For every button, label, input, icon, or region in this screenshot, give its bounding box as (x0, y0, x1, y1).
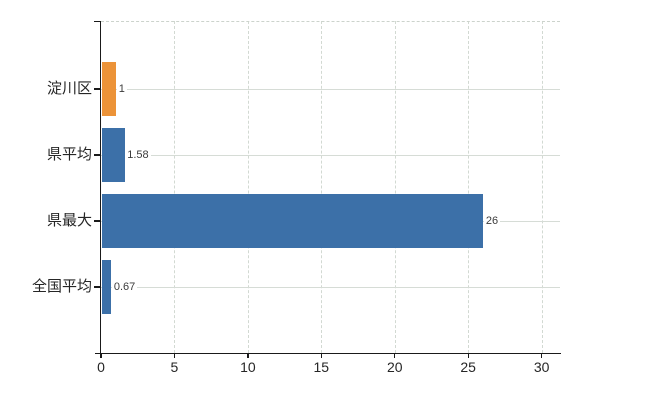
gridline-vertical (247, 21, 249, 353)
gridline-horizontal (101, 286, 560, 288)
plot-border-top (101, 20, 560, 22)
x-tick-label-25: 25 (460, 359, 476, 375)
x-tick-label-30: 30 (533, 359, 550, 375)
x-axis-tick (100, 353, 102, 358)
category-label-kensaidai: 県最大 (46, 212, 92, 229)
x-axis-tick (320, 353, 322, 358)
x-axis-tick (540, 353, 543, 358)
gridline-vertical (321, 21, 323, 353)
value-label-kensaidai: 26 (483, 214, 501, 228)
bar-zenkokuheikin (101, 260, 112, 314)
x-axis-tick (247, 353, 249, 358)
bar-kensaidai (101, 194, 484, 248)
value-label-kenheikin: 1.58 (125, 148, 151, 162)
gridline-vertical (174, 21, 176, 353)
y-axis-tick (94, 286, 101, 288)
gridline-horizontal (101, 154, 560, 156)
category-label-zenkokuheikin: 全国平均 (31, 278, 92, 295)
x-tick-label-5: 5 (170, 359, 179, 375)
bar-yodogawaku (101, 62, 117, 116)
x-tick-label-10: 10 (240, 359, 256, 375)
y-axis-tick (94, 88, 101, 90)
bar-kenheikin (101, 128, 125, 182)
category-label-kenheikin: 県平均 (46, 146, 92, 163)
x-axis-tick (173, 353, 176, 358)
y-axis-tick (94, 220, 101, 222)
x-axis-tick (394, 353, 396, 358)
value-label-yodogawaku: 1 (116, 82, 127, 96)
x-axis-tick (467, 353, 469, 358)
gridline-vertical (468, 21, 470, 353)
y-axis (99, 20, 102, 354)
x-tick-label-20: 20 (386, 359, 403, 375)
y-axis-tick (94, 154, 101, 156)
y-axis-top-tick (94, 20, 101, 23)
x-tick-label-0: 0 (97, 359, 105, 375)
gridline-horizontal (101, 88, 560, 90)
gridline-vertical (541, 21, 543, 353)
gridline-vertical (394, 21, 396, 353)
x-tick-label-15: 15 (313, 359, 330, 375)
x-axis (95, 352, 561, 355)
category-label-yodogawaku: 淀川区 (46, 80, 92, 97)
value-label-zenkokuheikin: 0.67 (111, 280, 138, 294)
